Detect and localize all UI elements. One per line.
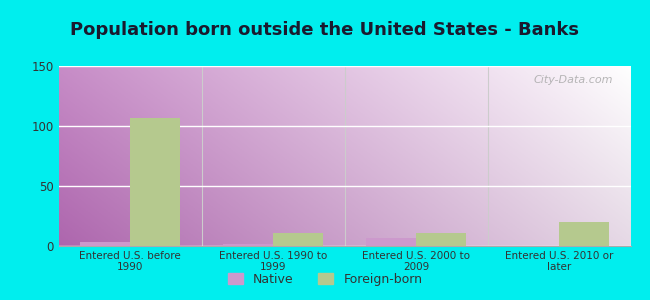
Bar	[80, 242, 130, 246]
Bar	[273, 233, 323, 246]
Bar	[559, 222, 609, 246]
Text: City-Data.com: City-Data.com	[534, 75, 614, 85]
Text: Population born outside the United States - Banks: Population born outside the United State…	[70, 21, 580, 39]
Bar	[223, 244, 273, 246]
Bar	[130, 118, 180, 246]
Legend: Native, Foreign-born: Native, Foreign-born	[223, 268, 427, 291]
Bar	[366, 238, 416, 246]
Bar	[416, 233, 466, 246]
